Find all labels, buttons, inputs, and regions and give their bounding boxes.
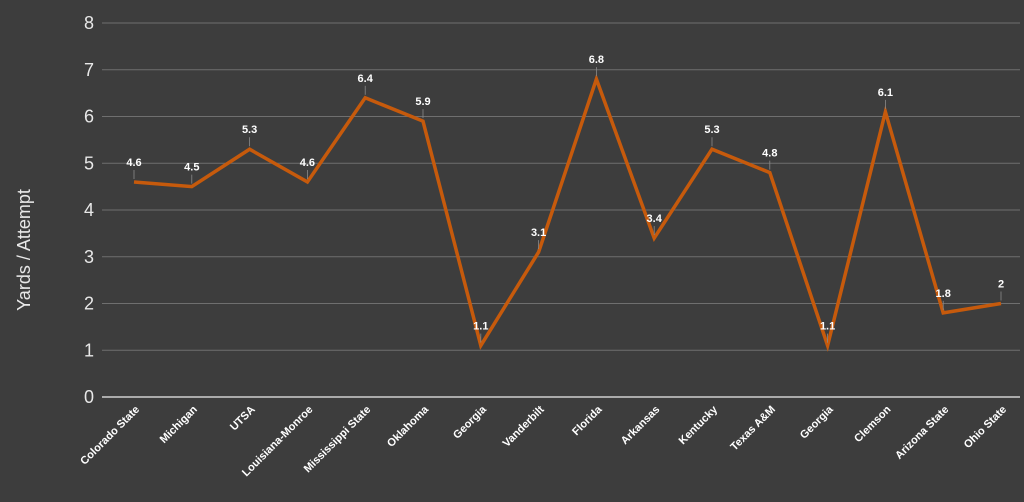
x-tick-label: Ohio State: [962, 404, 1009, 451]
y-tick-label: 1: [84, 340, 94, 360]
x-tick-label: Arizona State: [893, 404, 951, 462]
data-label: 4.6: [300, 157, 315, 169]
y-tick-label: 6: [84, 107, 94, 127]
data-label: 5.9: [415, 96, 430, 108]
y-axis-label: Yards / Attempt: [14, 189, 34, 311]
y-tick-label: 3: [84, 247, 94, 267]
x-tick-label: Florida: [570, 403, 605, 438]
data-label: 6.8: [589, 54, 604, 66]
x-tick-label: Oklahoma: [385, 403, 432, 450]
x-tick-label: Georgia: [451, 403, 490, 442]
x-tick-label: Michigan: [158, 403, 200, 445]
x-tick-label: Arkansas: [619, 404, 663, 448]
data-label: 1.1: [473, 321, 488, 333]
data-label: 5.3: [704, 124, 719, 136]
y-tick-label: 8: [84, 13, 94, 33]
x-tick-label: Kentucky: [677, 403, 721, 447]
data-label: 4.5: [184, 162, 199, 174]
data-label: 4.6: [126, 157, 141, 169]
data-labels: 4.6 4.5 5.3 4.6 6.4 5.9 1.1 3.1 6.8 3.4 5.3 4.8 1.1 6…: [126, 54, 1004, 343]
x-tick-label: Clemson: [852, 403, 894, 445]
data-label: 4.8: [762, 148, 777, 160]
y-tick-label: 4: [84, 200, 94, 220]
y-tick-label: 7: [84, 60, 94, 80]
y-tick-label: 2: [84, 294, 94, 314]
x-tick-label: Vanderbilt: [501, 403, 547, 449]
data-label: 6.1: [878, 87, 893, 99]
data-label: 3.1: [531, 227, 546, 239]
data-label: 2: [998, 279, 1004, 291]
x-axis-ticks: Colorado State Michigan UTSALouisiana-Monr…: [78, 403, 1009, 479]
data-label: 1.8: [936, 288, 951, 300]
data-label: 3.4: [647, 213, 663, 225]
x-tick-label: Georgia: [798, 403, 837, 442]
series-line: [133, 73, 1002, 352]
data-label: 6.4: [358, 73, 374, 85]
y-tick-label: 5: [84, 153, 94, 173]
gridlines: [102, 22, 1020, 398]
series-line-path: [133, 73, 1002, 352]
x-tick-label: Colorado State: [78, 404, 142, 468]
y-axis-ticks: 0 1 2 3 4 5 6 7 8: [84, 13, 94, 407]
x-tick-label: Texas A&M: [728, 404, 778, 454]
data-label: 1.1: [820, 321, 835, 333]
x-tick-label: UTSA: [228, 404, 258, 434]
data-label: 5.3: [242, 124, 257, 136]
y-tick-label: 0: [84, 387, 94, 407]
